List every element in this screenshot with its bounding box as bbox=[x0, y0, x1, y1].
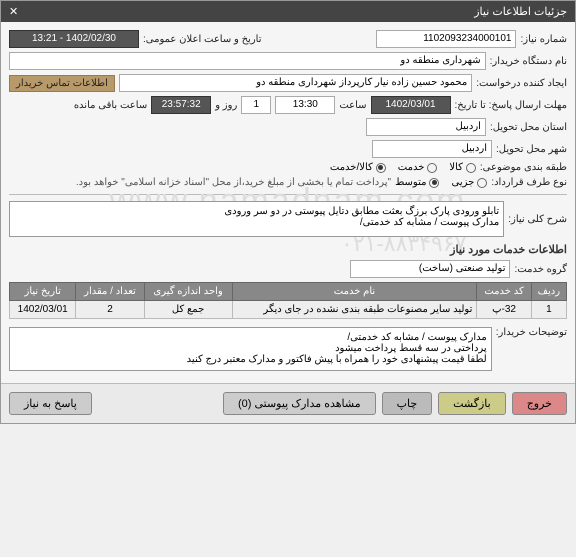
window-title: جزئیات اطلاعات نیاز bbox=[474, 5, 567, 18]
announce-label: تاریخ و ساعت اعلان عمومی: bbox=[143, 34, 262, 45]
requester-field: محمود حسین زاده نیار کارپرداز شهرداری من… bbox=[119, 74, 472, 92]
back-button[interactable]: بازگشت bbox=[438, 392, 506, 415]
need-no-field: 1102093234000101 bbox=[376, 30, 516, 48]
need-no-label: شماره نیاز: bbox=[520, 34, 567, 45]
radio-service[interactable]: خدمت bbox=[398, 162, 438, 173]
radio-dot bbox=[429, 178, 439, 188]
th-code: کد خدمت bbox=[477, 283, 531, 301]
footer: خروج بازگشت چاپ مشاهده مدارک پیوستی (0) … bbox=[1, 383, 575, 423]
payment-radio-group: جزیی متوسط bbox=[395, 177, 487, 188]
reply-button[interactable]: پاسخ به نیاز bbox=[9, 392, 92, 415]
view-attachments-button[interactable]: مشاهده مدارک پیوستی (0) bbox=[223, 392, 376, 415]
deadline-time-field: 13:30 bbox=[275, 96, 335, 114]
svc-group-field: تولید صنعتی (ساخت) bbox=[350, 260, 510, 278]
services-info-header: اطلاعات خدمات مورد نیاز bbox=[9, 243, 567, 256]
buyer-org-field: شهرداری منطقه دو bbox=[9, 52, 486, 70]
radio-partial[interactable]: جزیی bbox=[451, 177, 487, 188]
radio-dot bbox=[376, 163, 386, 173]
announce-field: 1402/02/30 - 13:21 bbox=[9, 30, 139, 48]
table-header-row: ردیف کد خدمت نام خدمت واحد اندازه گیری ت… bbox=[10, 283, 567, 301]
titlebar: جزئیات اطلاعات نیاز ✕ bbox=[1, 1, 575, 22]
table-row[interactable]: 1 32-پ تولید سایر مصنوعات طبقه بندی نشده… bbox=[10, 301, 567, 319]
need-desc-box: تابلو ورودی پارک برزگ بعثت مطابق دتایل پ… bbox=[9, 201, 504, 237]
svc-group-label: گروه خدمت: bbox=[514, 264, 567, 275]
exit-button[interactable]: خروج bbox=[512, 392, 567, 415]
province-field: اردبیل bbox=[366, 118, 486, 136]
city-field: اردبیل bbox=[372, 140, 492, 158]
city-label: شهر محل تحویل: bbox=[496, 144, 567, 155]
contact-info-button[interactable]: اطلاعات تماس خریدار bbox=[9, 75, 115, 92]
countdown-field: 23:57:32 bbox=[151, 96, 211, 114]
day-and-label: روز و bbox=[215, 100, 237, 111]
payment-type-label: نوع طرف قرارداد: bbox=[491, 177, 567, 188]
time-label-1: ساعت bbox=[339, 100, 366, 111]
province-label: استان محل تحویل: bbox=[490, 122, 567, 133]
th-date: تاریخ نیاز bbox=[10, 283, 76, 301]
radio-medium[interactable]: متوسط bbox=[395, 177, 439, 188]
subj-radio-group: کالا خدمت کالا/خدمت bbox=[330, 162, 476, 173]
th-unit: واحد اندازه گیری bbox=[144, 283, 232, 301]
services-table: ردیف کد خدمت نام خدمت واحد اندازه گیری ت… bbox=[9, 282, 567, 319]
deadline-date-field: 1402/03/01 bbox=[371, 96, 451, 114]
payment-note: "پرداخت تمام یا بخشی از مبلغ خرید،از محل… bbox=[76, 177, 391, 188]
th-name: نام خدمت bbox=[232, 283, 477, 301]
remaining-label: ساعت باقی مانده bbox=[74, 100, 147, 111]
subj-class-label: طبقه بندی موضوعی: bbox=[480, 162, 567, 173]
deadline-label: مهلت ارسال پاسخ: تا تاریخ: bbox=[455, 100, 567, 111]
buyer-notes-label: توضیحات خریدار: bbox=[496, 327, 567, 338]
radio-dot bbox=[477, 178, 487, 188]
radio-dot bbox=[466, 163, 476, 173]
radio-goods-service[interactable]: کالا/خدمت bbox=[330, 162, 386, 173]
buyer-notes-box: مدارک پیوست / مشابه کد خدمتی/ پرداختی در… bbox=[9, 327, 492, 371]
print-button[interactable]: چاپ bbox=[382, 392, 433, 415]
need-desc-label: شرح کلی نیاز: bbox=[508, 214, 567, 225]
radio-goods[interactable]: کالا bbox=[449, 162, 476, 173]
buyer-org-label: نام دستگاه خریدار: bbox=[490, 56, 567, 67]
days-field: 1 bbox=[241, 96, 271, 114]
th-row: ردیف bbox=[531, 283, 566, 301]
requester-label: ایجاد کننده درخواست: bbox=[476, 78, 567, 89]
th-qty: تعداد / مقدار bbox=[76, 283, 144, 301]
close-icon[interactable]: ✕ bbox=[9, 5, 18, 18]
radio-dot bbox=[427, 163, 437, 173]
